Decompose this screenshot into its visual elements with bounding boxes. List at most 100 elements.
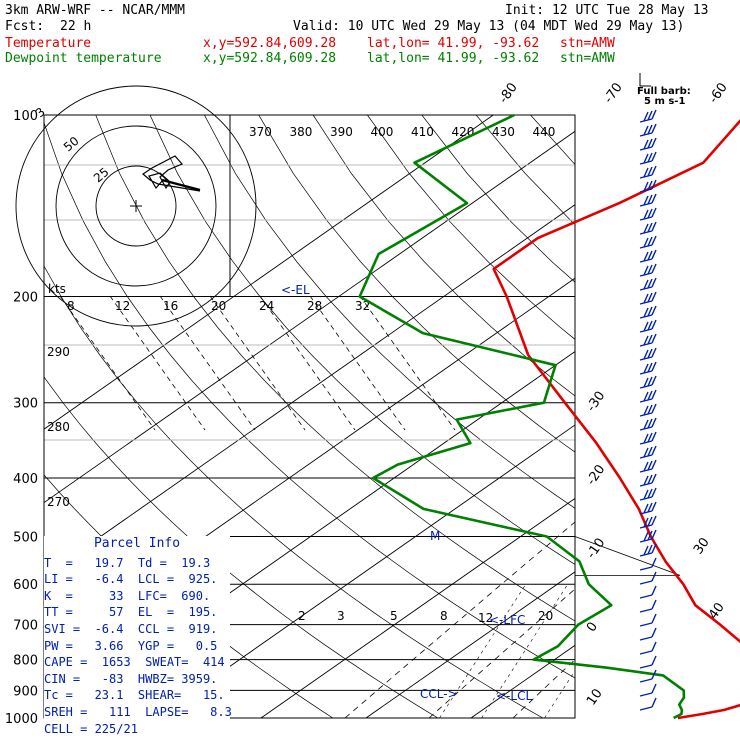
dry-adiabat xyxy=(95,115,575,622)
pressure-tick-label: 100 xyxy=(13,109,38,124)
isotherm xyxy=(44,204,575,577)
wind-barb xyxy=(639,375,657,389)
barb-shaft xyxy=(639,258,653,263)
wind-barb xyxy=(639,683,657,697)
barb-flag xyxy=(647,530,653,541)
barb-flag xyxy=(647,390,653,401)
dry-adiabat xyxy=(312,115,575,397)
isotherm-label: 0 xyxy=(584,620,601,635)
barb-shaft xyxy=(639,706,653,711)
barb-shaft xyxy=(639,370,653,375)
moist-adiabat xyxy=(512,659,575,718)
barb-shaft xyxy=(639,342,653,347)
barb-shaft xyxy=(639,160,653,165)
barb-shaft xyxy=(639,566,653,571)
pressure-tick-label: 900 xyxy=(13,684,38,699)
barb-flag xyxy=(651,585,657,596)
barb-flag xyxy=(651,571,657,582)
wind-barb xyxy=(639,291,657,305)
theta-label: 400 xyxy=(371,125,394,139)
barb-flag xyxy=(651,333,657,344)
dry-adiabat xyxy=(44,265,544,718)
barb-flag xyxy=(651,179,657,190)
parcel-row: T = 19.7 Td = 19.3 xyxy=(44,555,211,570)
pressure-tick-label: 1000 xyxy=(5,712,38,727)
barb-shaft xyxy=(639,692,653,697)
isotherm xyxy=(155,424,575,718)
barb-flag xyxy=(651,347,657,358)
dry-adiabat xyxy=(585,115,740,718)
barb-flag xyxy=(643,139,649,150)
moist-adiabat xyxy=(702,297,740,719)
barb-flag xyxy=(647,334,653,345)
barb-flag xyxy=(647,474,653,485)
mixing-label-m: M xyxy=(430,529,440,543)
barb-flag xyxy=(651,683,657,694)
barb-flag xyxy=(647,544,653,555)
speed-label: 12 xyxy=(115,299,130,313)
barb-flag xyxy=(643,461,649,472)
dewpoint-station: stn=AMW xyxy=(560,51,615,66)
speed-label: 24 xyxy=(259,299,274,313)
dry-adiabat xyxy=(258,115,575,453)
theta-label: 370 xyxy=(249,125,272,139)
ccl-annotation: CCL-> xyxy=(420,687,458,701)
barb-shaft xyxy=(639,272,653,277)
barb-flag xyxy=(647,502,653,513)
hodograph-trace xyxy=(142,155,201,192)
pressure-tick-label: 200 xyxy=(13,291,38,306)
wind-barb xyxy=(639,487,657,501)
wind-barb xyxy=(639,319,657,333)
dry-adiabat xyxy=(367,115,575,340)
hodograph-ref-line xyxy=(159,295,256,431)
pressure-tick-label: 700 xyxy=(13,619,38,634)
barb-shaft xyxy=(639,426,653,431)
barb-shaft xyxy=(639,412,653,417)
wind-barb xyxy=(639,249,657,263)
barb-flag xyxy=(651,165,657,176)
wind-barb xyxy=(639,473,657,487)
barb-flag xyxy=(643,321,649,332)
barb-flag xyxy=(651,529,657,540)
barb-flag xyxy=(651,627,657,638)
lcl-annotation: <-LCL xyxy=(496,689,532,703)
barb-flag xyxy=(643,307,649,318)
barb-flag xyxy=(643,349,649,360)
pressure-tick-label: 500 xyxy=(13,530,38,545)
theta-label: 410 xyxy=(411,125,434,139)
barb-flag xyxy=(643,125,649,136)
isotherm-label: 40 xyxy=(706,600,728,622)
barb-shaft xyxy=(639,286,653,291)
wind-barb xyxy=(639,361,657,375)
wind-barb xyxy=(639,697,657,711)
dewpoint-latlon: lat,lon= 41.99, -93.62 xyxy=(367,51,540,66)
barb-shaft xyxy=(639,384,653,389)
parcel-info-panel: Parcel Info T = 19.7 Td = 19.3 LI = -6.4… xyxy=(44,536,232,736)
barb-flag xyxy=(647,180,653,191)
barb-flag xyxy=(643,545,649,556)
barb-shaft xyxy=(639,664,653,669)
hodograph-ref-line xyxy=(59,295,156,431)
temperature-line xyxy=(492,119,740,720)
mixing-ratio-line xyxy=(650,584,736,718)
wind-barb xyxy=(639,641,657,655)
wind-barb xyxy=(639,655,657,669)
barb-shaft xyxy=(639,580,653,585)
wind-barb xyxy=(639,137,657,151)
moist-adiabat xyxy=(344,521,575,718)
parcel-row: CELL = 225/21 xyxy=(44,721,138,736)
barb-flag xyxy=(647,432,653,443)
hodograph-ref-line xyxy=(209,295,306,431)
temperature-station: stn=AMW xyxy=(560,36,615,51)
isotherm-label: -20 xyxy=(584,462,608,488)
barb-flag xyxy=(651,501,657,512)
isotherm-label: -60 xyxy=(706,80,730,106)
wind-barb xyxy=(639,263,657,277)
lfc-annotation: <-LFC xyxy=(489,613,525,627)
barb-flag xyxy=(647,376,653,387)
barb-flag xyxy=(647,264,653,275)
barb-shaft xyxy=(639,356,653,361)
barb-flag xyxy=(647,306,653,317)
mixing-ratio-label: 2 xyxy=(298,609,306,623)
